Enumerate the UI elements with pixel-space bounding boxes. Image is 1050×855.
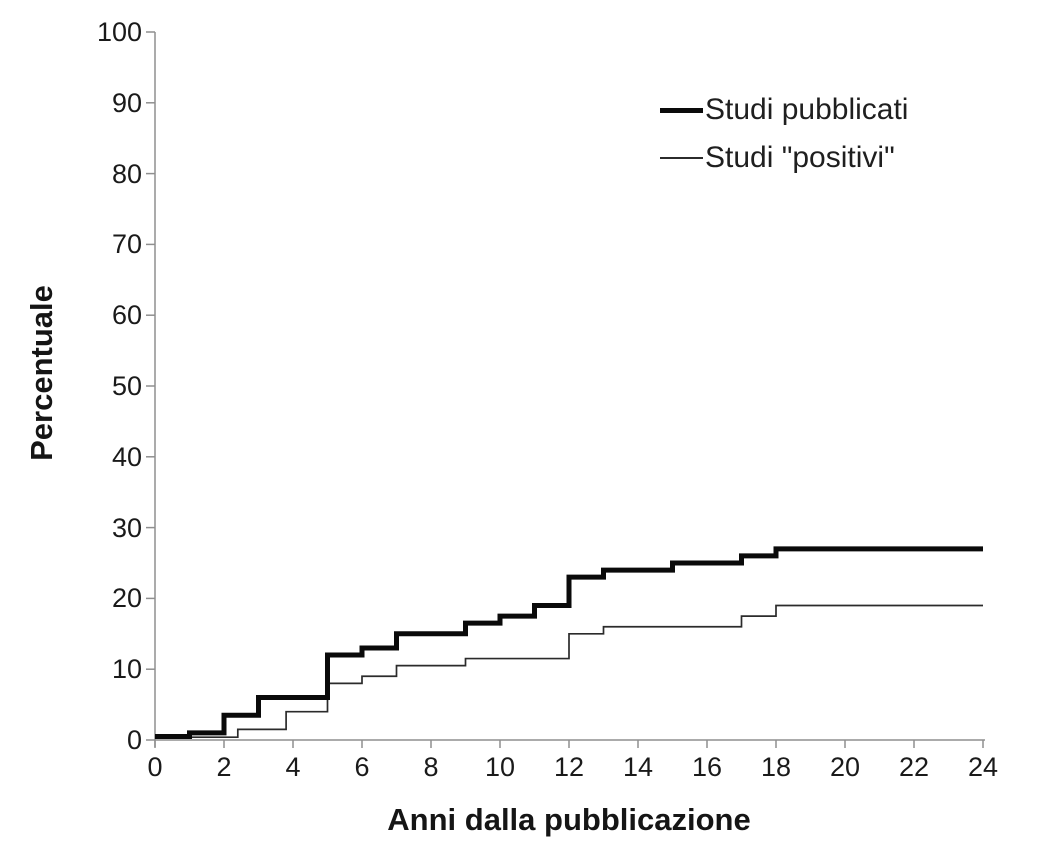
x-tick-label: 22 — [898, 752, 930, 782]
y-tick-label: 30 — [111, 512, 142, 543]
x-tick-label: 6 — [354, 752, 370, 782]
y-tick-label: 10 — [111, 654, 142, 685]
x-tick-label: 2 — [216, 752, 232, 782]
x-tick-label: 4 — [285, 752, 301, 782]
x-tick-label: 12 — [553, 752, 585, 782]
curve-studi-pubblicati — [155, 546, 983, 739]
y-tick-label: 0 — [126, 725, 142, 755]
legend: Studi pubblicati Studi "positivi" — [660, 86, 908, 182]
y-tick-label: 40 — [111, 441, 142, 472]
y-axis-title: Percentuale — [24, 285, 59, 461]
legend-item-positive: Studi "positivi" — [660, 134, 908, 182]
legend-label-positive: Studi "positivi" — [705, 141, 895, 174]
legend-label-published: Studi pubblicati — [705, 93, 909, 126]
y-tick-label: 90 — [111, 87, 142, 118]
y-tick-label: 70 — [111, 229, 142, 260]
y-tick-label: 80 — [111, 158, 142, 189]
x-tick-label: 24 — [967, 752, 999, 782]
curve-studi-positivi — [155, 604, 983, 739]
x-tick-label: 14 — [622, 752, 654, 782]
x-tick-label: 10 — [484, 752, 516, 782]
x-tick-label: 18 — [760, 752, 792, 782]
y-tick-label: 100 — [96, 17, 142, 47]
thin-line-swatch — [660, 157, 703, 159]
legend-item-published: Studi pubblicati — [660, 86, 908, 134]
y-tick-label: 50 — [111, 371, 142, 401]
x-tick-label: 16 — [691, 752, 723, 782]
thick-line-swatch — [660, 107, 703, 113]
x-axis-title: Anni dalla pubblicazione — [387, 802, 751, 837]
y-tick-label: 20 — [111, 583, 142, 614]
x-tick-label: 0 — [147, 752, 163, 782]
x-tick-label: 20 — [829, 752, 861, 782]
y-tick-label: 60 — [111, 300, 142, 331]
x-tick-label: 8 — [423, 752, 439, 782]
